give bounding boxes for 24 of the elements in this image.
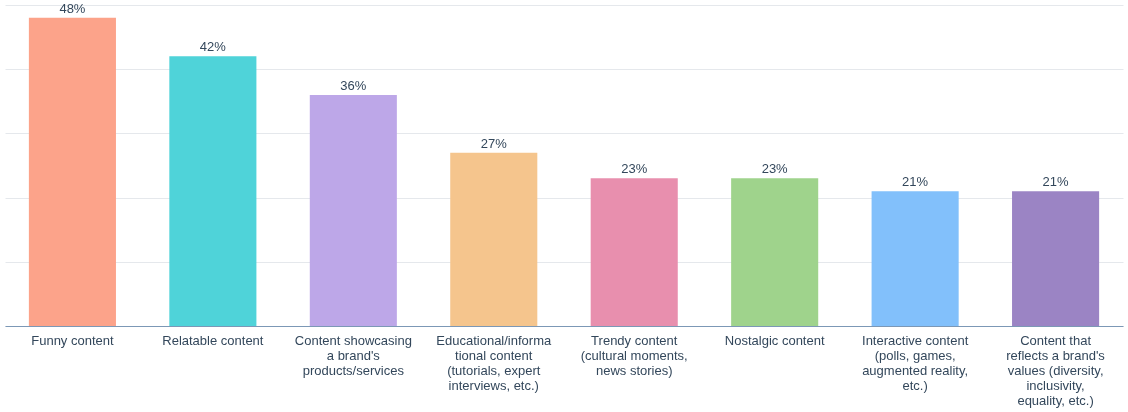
bar xyxy=(871,191,959,326)
data-label: 36% xyxy=(340,77,367,93)
bar xyxy=(590,178,678,326)
x-tick-label: Content showcasing a brand's products/services xyxy=(294,332,412,378)
x-tick-label: Funny content xyxy=(31,332,114,348)
data-label: 23% xyxy=(761,161,789,177)
bar xyxy=(731,178,819,326)
x-tick-label: Relatable content xyxy=(162,332,264,348)
data-label: 48% xyxy=(59,0,86,16)
x-tick-label: Content that reflects a brand's values (diversity, inclusivity, equality, etc.) xyxy=(1006,332,1106,408)
bar xyxy=(309,94,397,326)
bar xyxy=(28,17,116,326)
data-label: 21% xyxy=(902,174,929,190)
data-label: 42% xyxy=(199,39,227,55)
bar xyxy=(1012,191,1100,326)
x-tick-label: Interactive content (polls, games, augmented reality, etc.) xyxy=(862,332,969,393)
bar xyxy=(169,56,257,326)
bar xyxy=(450,152,538,326)
data-label: 21% xyxy=(1042,174,1070,190)
x-tick-label: Nostalgic content xyxy=(724,332,825,348)
data-label: 27% xyxy=(480,135,508,151)
x-tick-label: Educational/informational content (tutorials, expert interviews, etc.) xyxy=(436,332,552,393)
x-tick-label: Trendy content (cultural moments, news stories) xyxy=(580,332,688,378)
data-label: 23% xyxy=(621,161,648,177)
